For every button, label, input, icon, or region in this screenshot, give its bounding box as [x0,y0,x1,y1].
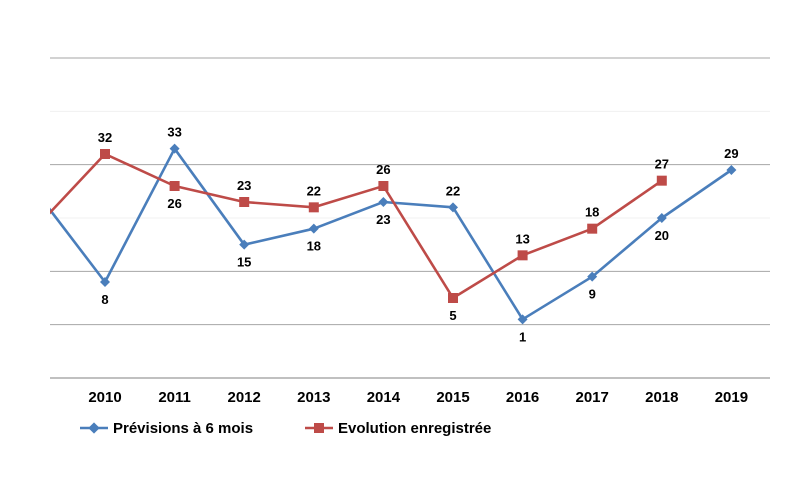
data-point-diamond [517,314,528,325]
data-point-square [448,293,458,303]
data-label: 1 [519,329,526,344]
data-point-diamond [308,223,319,234]
data-point-square [656,175,667,186]
data-point-diamond [239,239,250,250]
x-tick-label: 2014 [367,389,401,406]
data-label: 27 [655,157,669,172]
x-tick-label: 2017 [576,389,609,406]
data-point-diamond [169,143,180,154]
data-point-diamond [378,197,389,207]
data-point-square [587,223,598,234]
data-label: 15 [237,255,251,270]
data-label: 9 [589,287,596,302]
x-tick-label: 2011 [158,389,191,406]
legend-marker-square [314,423,324,433]
legend: Prévisions à 6 mois Evolution enregistré… [80,420,491,437]
data-point-diamond [448,202,458,213]
data-label: 23 [376,212,390,227]
series-previsions [50,143,737,325]
x-tick-label: 2010 [88,389,121,406]
legend-label-evolution: Evolution enregistrée [338,420,491,437]
series-line-evolution [50,152,663,300]
x-tick-label: 2016 [506,389,539,406]
data-label: 26 [167,196,181,211]
data-label: 18 [585,205,599,220]
data-point-square [100,149,110,159]
series-evolution [50,149,667,303]
data-point-diamond [100,277,110,287]
data-label: 13 [515,231,529,246]
data-label: 22 [446,183,460,198]
x-tick-label: 2018 [645,389,678,406]
data-point-square [378,181,389,191]
data-point-square [169,181,180,191]
data-label: 5 [449,308,456,323]
x-tick-label: 2019 [715,389,748,406]
data-label: 32 [98,130,112,145]
legend-label-previsions: Prévisions à 6 mois [113,420,253,437]
data-label: 18 [307,239,321,254]
legend-marker-diamond [88,422,100,434]
gridlines [50,57,770,379]
data-point-square [239,197,250,207]
legend-item-previsions: Prévisions à 6 mois [80,420,253,437]
data-label: 23 [237,178,251,193]
data-point-square [517,250,528,261]
data-label: 20 [655,228,669,243]
legend-item-evolution: Evolution enregistrée [305,420,491,437]
x-tick-label: 2013 [297,389,330,406]
data-point-diamond [656,213,667,223]
data-labels: 8 33 15 18 23 22 1 9 20 29 32 26 23 22 26 5 13 18 27 [98,125,739,345]
x-tick-label: 2012 [228,389,261,406]
data-point-square [308,202,319,213]
series-layer [50,143,737,325]
x-tick-label: 2015 [436,389,469,406]
data-label: 26 [376,162,390,177]
data-point-diamond [587,271,598,282]
data-label: 8 [101,292,108,307]
data-point-diamond [726,165,737,175]
data-label: 22 [307,183,321,198]
data-label: 29 [724,146,738,161]
x-axis: 2010 2011 2012 2013 2014 2015 2016 2017 2018 2019 [88,389,748,406]
data-label: 33 [167,125,181,140]
